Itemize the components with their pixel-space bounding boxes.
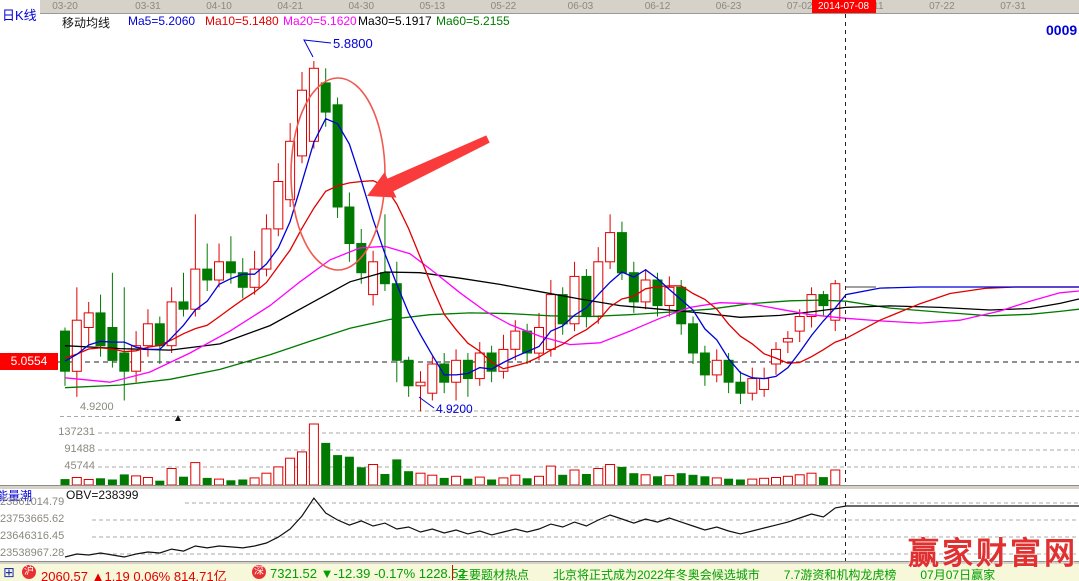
ticker-divider [452,565,453,580]
volume-series [60,423,841,486]
obv-axis-label: 23753665.62 [0,513,65,525]
date-tick: 07-31 [1000,1,1026,12]
date-tick-partial: -11 [869,1,884,12]
ma-lines [64,117,1079,389]
ma-panel-title: 移动均线 [62,16,111,30]
date-tick: 06-03 [567,1,594,12]
date-highlight: 2014-07-08 [811,0,876,13]
obv-axis-label: 23646316.45 [0,530,65,542]
status-bar: ⊞ 沪 2060.57 ▲1.19 0.06% 814.71亿 深 7321.5… [0,564,1079,581]
peak-pointer-line [303,39,332,58]
obv-line [64,497,1079,558]
shenzhen-market-icon[interactable]: 深 [252,565,266,579]
ma-value-4: Ma60=5.2155 [436,14,510,28]
watermark: 赢家财富网 [908,536,1078,571]
low-price-annotation: 4.9200 [436,402,473,416]
date-tick: 05-22 [490,1,517,12]
volume-axis-label: 91488 [64,443,95,455]
ma-value-3: Ma30=5.1917 [358,14,432,28]
date-tick: 06-23 [715,1,742,12]
volume-obv-divider [0,485,1079,490]
price-axis-low-label: 4.9200 [80,401,114,413]
stock-code: 0009 [1046,22,1078,38]
shenzhen-index-quote[interactable]: 7321.52 ▼-12.39 -0.17% 1228.52 [270,566,466,581]
low-pointer-line [418,396,435,409]
candlestick-series [60,61,841,412]
news-ticker[interactable]: 主要题材热点 北京将正式成为2022年冬奥会候选城市 7.7游资和机构龙虎榜 0… [457,568,996,581]
date-tick: 03-31 [135,1,161,12]
quote-grid-icon[interactable]: ⊞ [3,564,15,580]
date-tick: 06-12 [644,1,671,12]
obv-axis-label: 23538967.28 [0,547,65,559]
date-tick: 07-22 [929,1,955,12]
date-tick: 04-21 [277,1,303,12]
shanghai-market-icon[interactable]: 沪 [22,565,36,579]
date-tick: 05-13 [419,1,446,12]
date-tick: 07-02 [786,1,813,12]
obv-pane-title[interactable]: 能量潮 [0,489,33,503]
ma-value-1: Ma10=5.1480 [205,14,279,28]
date-tick: 04-30 [348,1,375,12]
peak-price-annotation: 5.8800 [333,36,373,51]
volume-axis-label: 45744 [64,460,95,472]
date-tick: 04-10 [206,1,232,12]
volume-axis-label: 137231 [58,426,95,438]
last-price-marker: 5.0554 [0,353,58,370]
ma-value-0: Ma5=5.2060 [128,14,196,28]
ma-value-2: Ma20=5.1620 [283,14,357,28]
annotation-arrow [367,135,490,198]
event-triangle-marker [175,415,181,421]
date-tick: 03-20 [52,1,78,12]
chart-type-label[interactable]: 日K线 [2,8,37,23]
obv-value-readout: OBV=238399 [66,488,139,502]
gridlines [58,361,1079,555]
obv-axis-label: 23861014.79 [0,496,65,508]
shanghai-index-quote[interactable]: 2060.57 ▲1.19 0.06% 814.71亿 [41,569,227,581]
